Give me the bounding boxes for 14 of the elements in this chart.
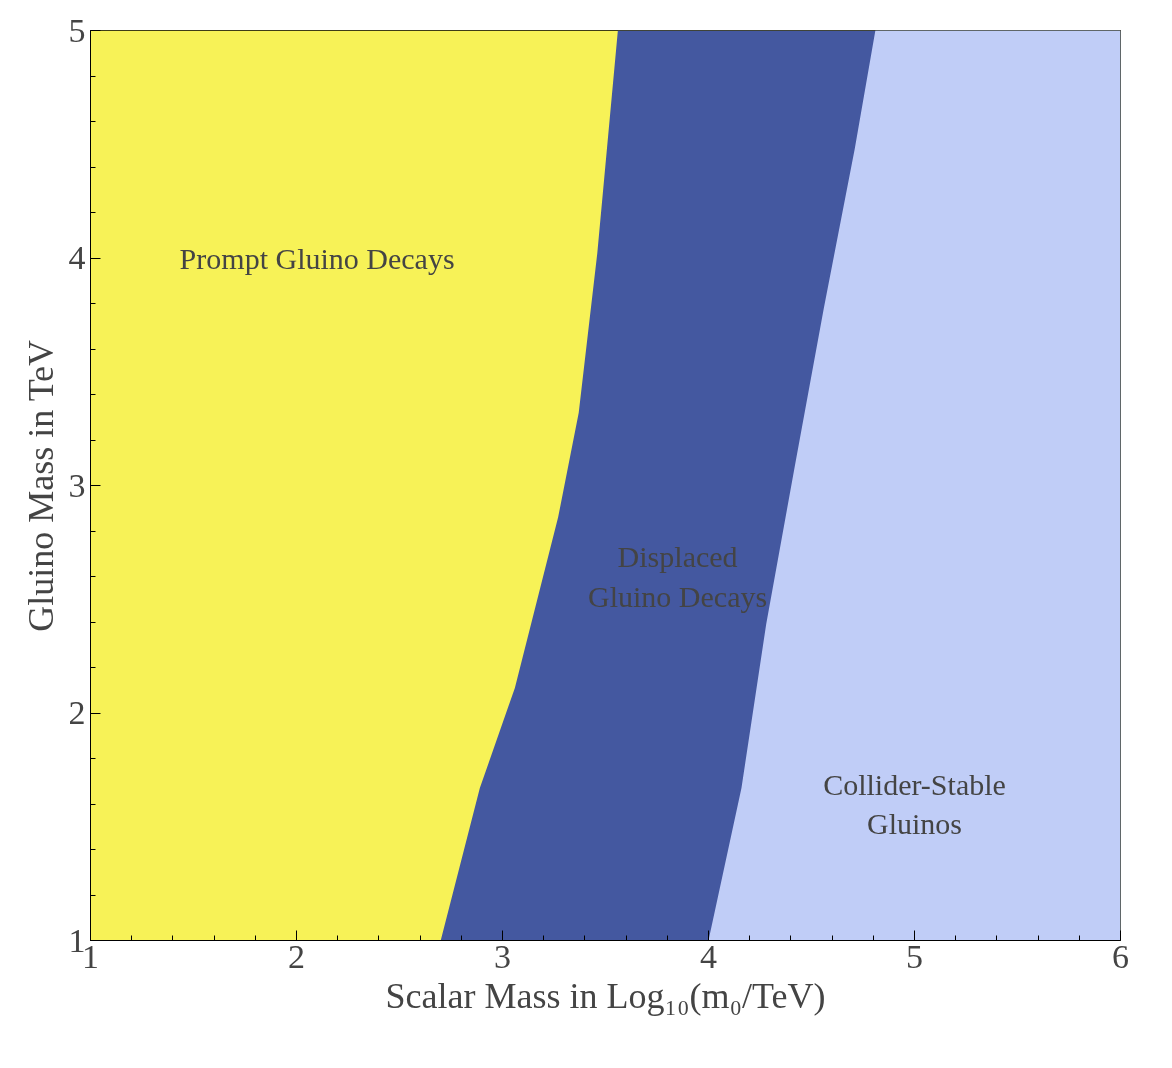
x-tick-label: 2 xyxy=(288,937,305,975)
y-tick-label: 5 xyxy=(68,11,86,49)
y-axis-title: Gluino Mass in TeV xyxy=(20,339,61,632)
annotation: Collider-Stable Gluinos xyxy=(823,767,1006,841)
x-tick-label: 3 xyxy=(494,937,511,975)
annotation: Displaced Gluino Decays xyxy=(588,540,768,613)
x-tick-label: 6 xyxy=(1112,937,1129,975)
y-tick-label: 3 xyxy=(68,466,86,504)
y-tick-label: 2 xyxy=(68,694,86,731)
band-label: Prompt Gluino Decays xyxy=(179,241,455,275)
x-tick-label: 4 xyxy=(700,937,717,975)
y-tick-label: 4 xyxy=(68,239,86,276)
x-tick-label: 5 xyxy=(906,937,923,975)
x-axis-title: Scalar Mass in Log₁₀(m₀/TeV) xyxy=(385,975,826,1016)
